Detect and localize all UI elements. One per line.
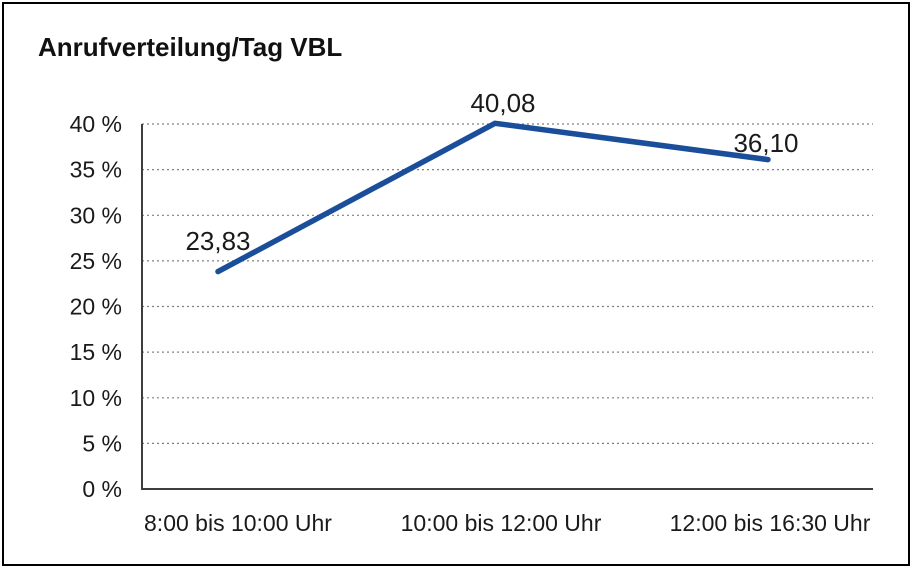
y-axis-tick-label: 0 % [82, 476, 122, 502]
y-axis-tick-label: 35 % [70, 157, 122, 183]
x-axis-label: 12:00 bis 16:30 Uhr [670, 510, 871, 536]
chart-title: Anrufverteilung/Tag VBL [38, 32, 343, 62]
y-axis-tick-label: 40 % [70, 111, 122, 137]
y-axis-tick-label: 5 % [82, 430, 122, 456]
y-axis-tick-label: 25 % [70, 248, 122, 274]
y-axis-tick-label: 10 % [70, 385, 122, 411]
data-label: 23,83 [185, 226, 250, 256]
y-axis-tick-label: 30 % [70, 202, 122, 228]
data-series-line [215, 120, 771, 275]
y-axis-tick-label: 15 % [70, 339, 122, 365]
data-label: 36,10 [733, 128, 798, 158]
data-label: 40,08 [470, 88, 535, 118]
x-axis-label: 10:00 bis 12:00 Uhr [401, 510, 602, 536]
x-axis-label: 8:00 bis 10:00 Uhr [144, 510, 332, 536]
y-axis-tick-label: 20 % [70, 294, 122, 320]
